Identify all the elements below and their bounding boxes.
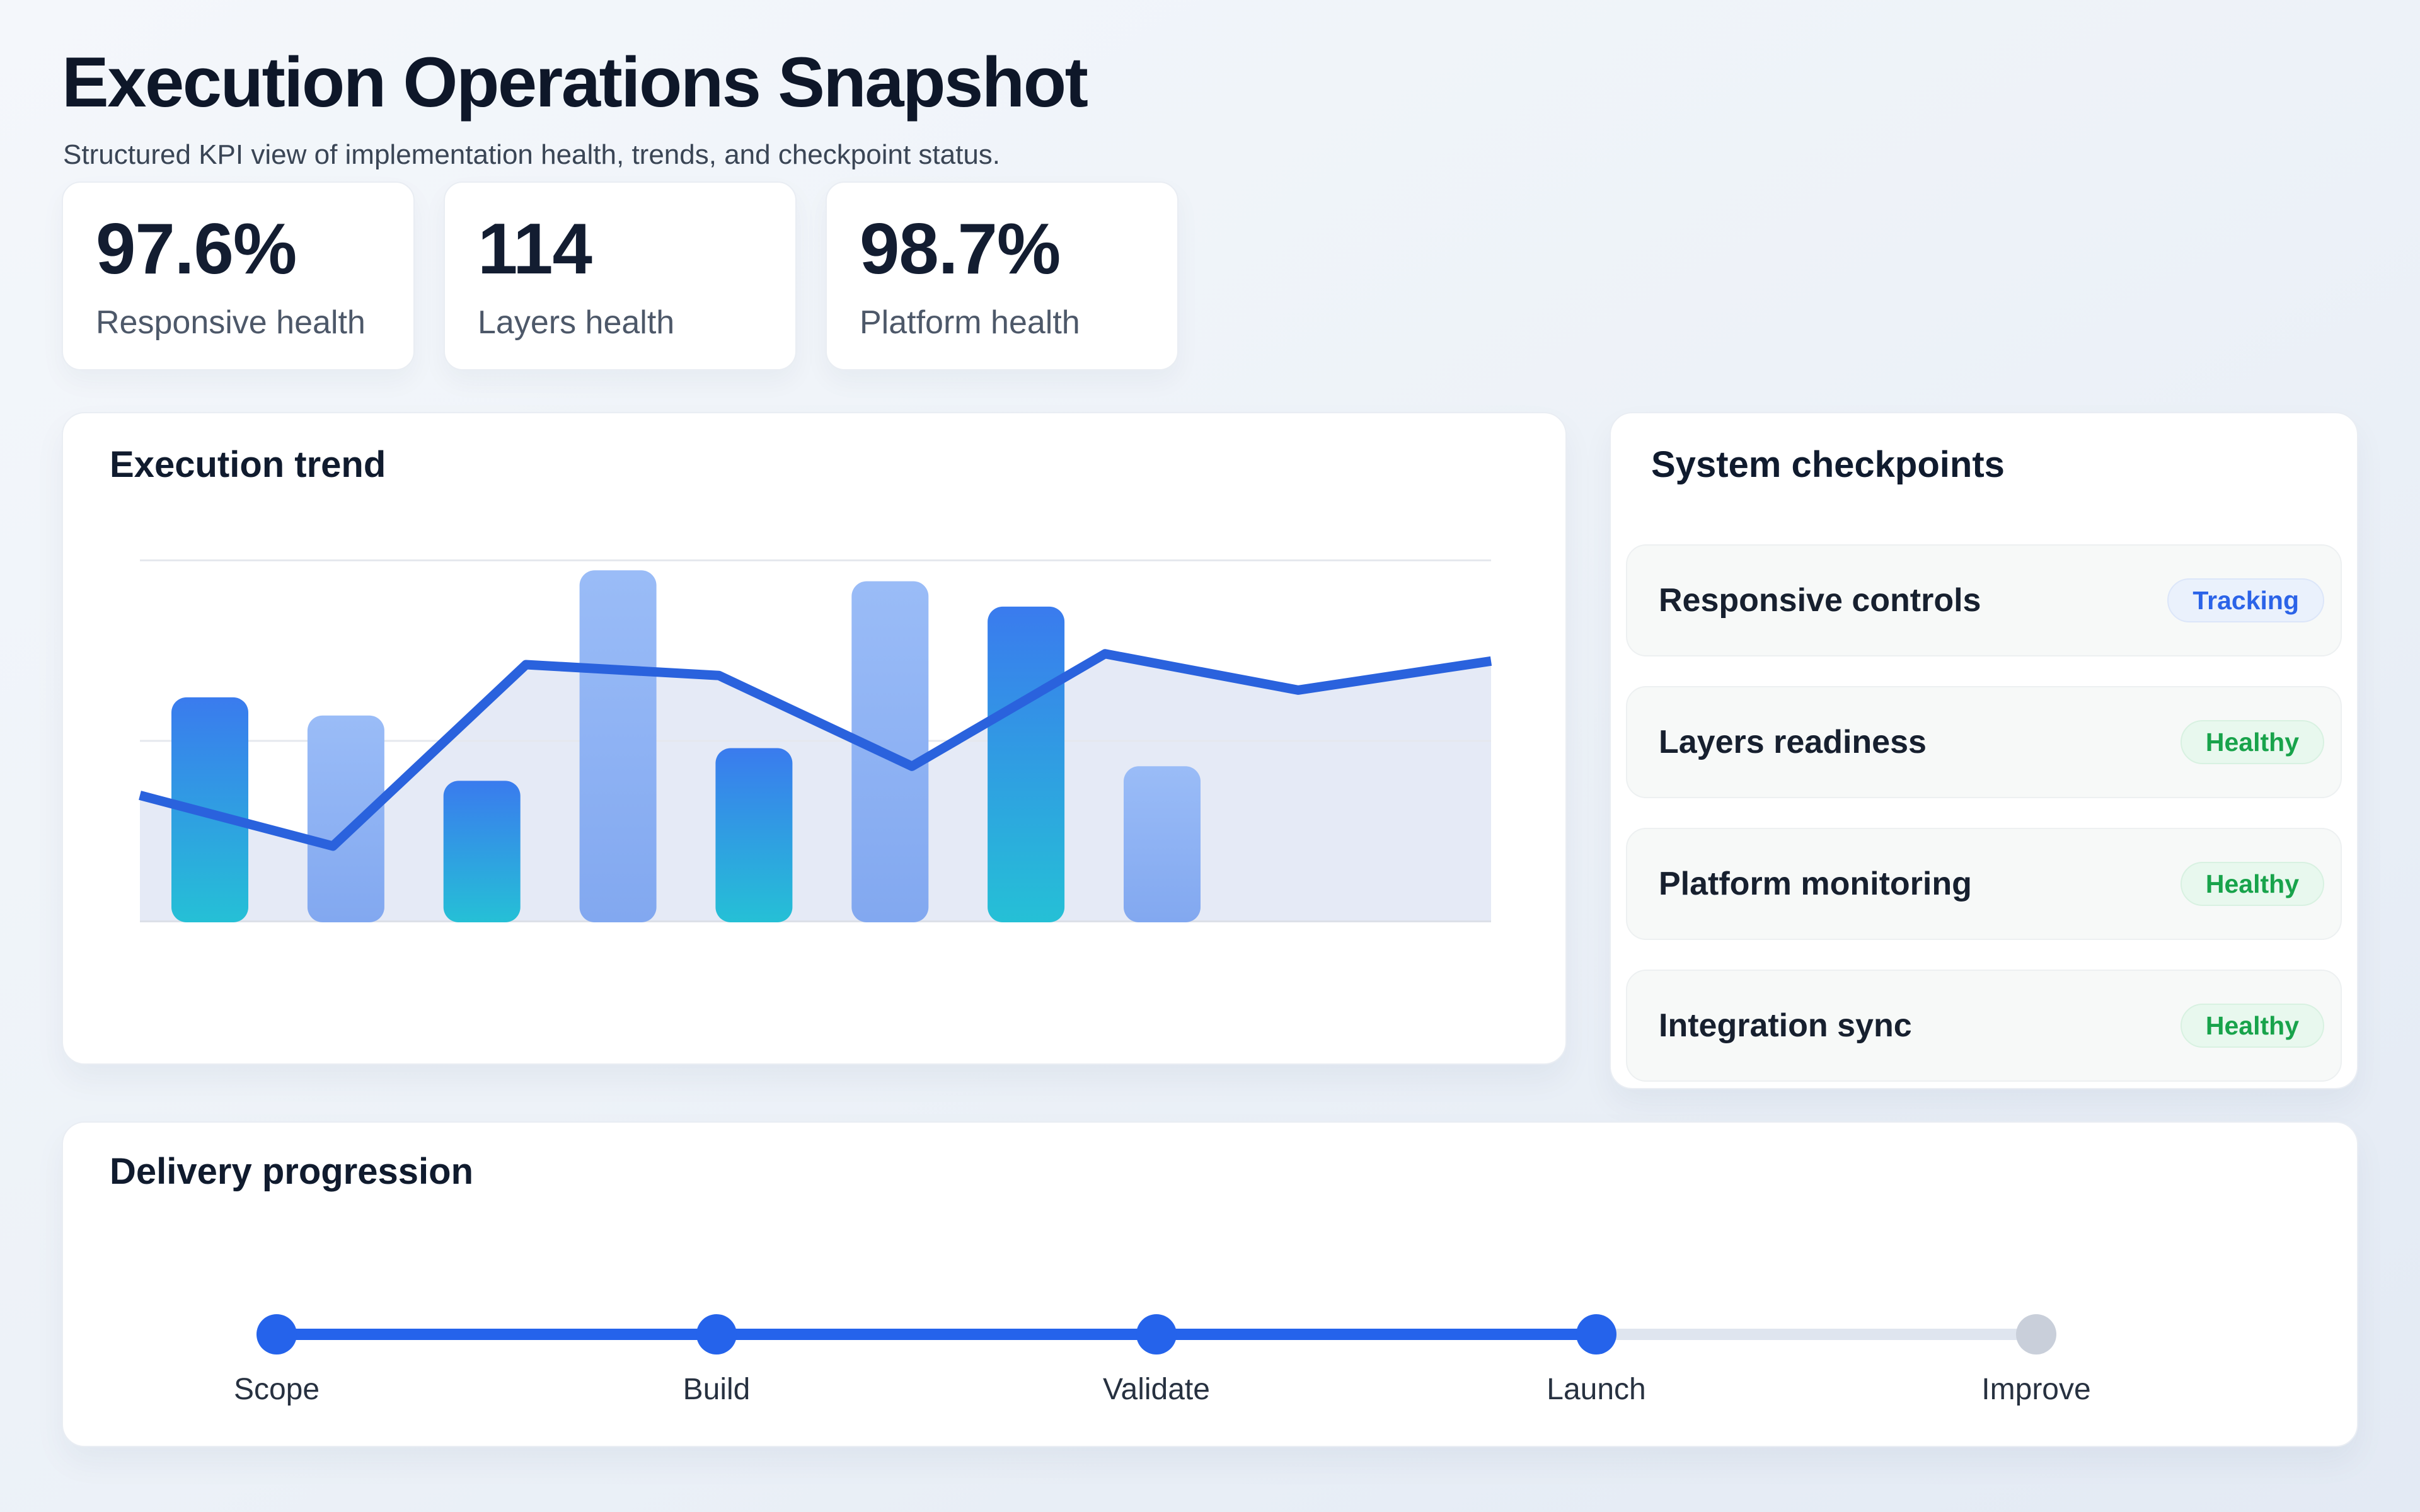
checkpoint-row: Layers readiness Healthy — [1626, 686, 2342, 798]
milestone-label: Scope — [233, 1373, 320, 1406]
kpi-card-layers-health: 114 Layers health — [444, 181, 797, 370]
delivery-progression-card: Delivery progression Scope Build Validate L… — [62, 1121, 2358, 1447]
trend-bar — [715, 748, 793, 922]
checkpoint-status-badge: Healthy — [2180, 720, 2324, 764]
kpi-label: Layers health — [478, 304, 675, 341]
execution-trend-title: Execution trend — [110, 444, 386, 485]
trend-bar — [443, 781, 521, 922]
delivery-progression-title: Delivery progression — [110, 1151, 473, 1192]
checkpoint-label: Integration sync — [1659, 1007, 1912, 1044]
checkpoint-row: Platform monitoring Healthy — [1626, 828, 2342, 940]
kpi-value: 97.6% — [96, 209, 297, 289]
page-subtitle: Structured KPI view of implementation he… — [63, 139, 1001, 170]
checkpoint-row: Integration sync Healthy — [1626, 970, 2342, 1082]
checkpoint-rows: Responsive controls Tracking Layers read… — [1626, 544, 2342, 1082]
checkpoint-status-badge: Healthy — [2180, 1004, 2324, 1048]
milestone-dot-build — [696, 1314, 737, 1354]
milestone-label: Build — [683, 1373, 751, 1406]
milestone-dot-scope — [256, 1314, 297, 1354]
milestone-dot-launch — [1576, 1314, 1616, 1354]
page-title: Execution Operations Snapshot — [62, 43, 1088, 122]
kpi-label: Platform health — [860, 304, 1080, 341]
trend-bar — [988, 606, 1065, 922]
kpi-value: 114 — [478, 209, 592, 289]
milestone-label: Launch — [1547, 1373, 1646, 1406]
checkpoint-status-badge: Healthy — [2180, 862, 2324, 906]
kpi-card-platform-health: 98.7% Platform health — [826, 181, 1178, 370]
execution-trend-card: Execution trend — [62, 412, 1567, 1065]
kpi-label: Responsive health — [96, 304, 366, 341]
system-checkpoints-title: System checkpoints — [1651, 444, 2005, 485]
kpi-card-responsive-health: 97.6% Responsive health — [62, 181, 415, 370]
timeline-progress — [277, 1329, 1596, 1340]
checkpoint-row: Responsive controls Tracking — [1626, 544, 2342, 656]
checkpoint-label: Platform monitoring — [1659, 866, 1972, 902]
trend-bar — [579, 570, 657, 922]
milestone-dot-validate — [1136, 1314, 1177, 1354]
checkpoint-status-badge: Tracking — [2167, 578, 2324, 622]
trend-bar — [307, 715, 384, 922]
system-checkpoints-card: System checkpoints Responsive controls T… — [1610, 412, 2358, 1089]
milestone-label: Validate — [1103, 1373, 1210, 1406]
execution-trend-chart — [139, 559, 1492, 922]
trend-line — [139, 649, 1492, 851]
checkpoint-label: Responsive controls — [1659, 582, 1981, 619]
checkpoint-label: Layers readiness — [1659, 724, 1927, 760]
trend-bar — [1124, 766, 1201, 922]
milestone-dot-improve — [2016, 1314, 2056, 1354]
kpi-value: 98.7% — [860, 209, 1061, 289]
milestone-label: Improve — [1981, 1373, 2091, 1406]
kpi-row: 97.6% Responsive health 114 Layers healt… — [62, 181, 1178, 370]
delivery-timeline: Scope Build Validate Launch Improve — [234, 1314, 2091, 1406]
